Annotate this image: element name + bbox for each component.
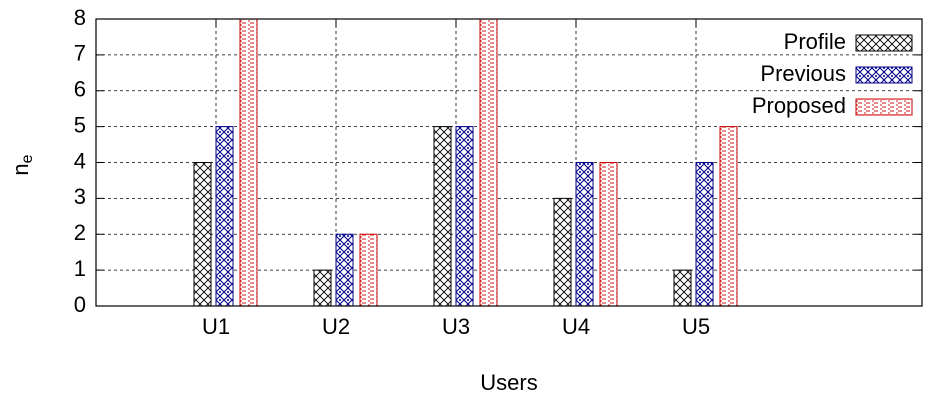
legend-label: Profile: [784, 29, 846, 54]
legend-label: Previous: [760, 61, 846, 86]
legend-label: Proposed: [752, 93, 846, 118]
y-axis-label-subscript: e: [19, 154, 36, 163]
y-tick-label: 7: [74, 41, 86, 66]
bar: [433, 126, 452, 307]
x-tick-label: U4: [562, 314, 590, 339]
x-axis-label: Users: [480, 370, 537, 395]
y-tick-label: 1: [74, 256, 86, 281]
bar: [599, 162, 618, 307]
x-tick-label: U5: [682, 314, 710, 339]
y-tick-label: 2: [74, 220, 86, 245]
y-axis-label-main: n: [8, 163, 33, 175]
bar: [193, 162, 212, 307]
y-tick-label: 0: [74, 292, 86, 317]
x-tick-label: U1: [202, 314, 230, 339]
y-tick-label: 3: [74, 184, 86, 209]
bar: [479, 18, 498, 307]
bar: [359, 233, 378, 307]
bar: [239, 18, 258, 307]
y-axis-label: ne: [8, 154, 36, 175]
y-tick-label: 8: [74, 5, 86, 30]
x-tick-label: U3: [442, 314, 470, 339]
bar: [455, 126, 474, 307]
legend-swatch: [855, 66, 913, 84]
y-tick-label: 5: [74, 112, 86, 137]
x-tick-label: U2: [322, 314, 350, 339]
y-tick-label: 4: [74, 148, 86, 173]
bar: [215, 126, 234, 307]
plot-border: [95, 18, 923, 307]
bar: [673, 269, 692, 307]
bar: [335, 233, 354, 307]
bar: [313, 269, 332, 307]
y-tick-label: 6: [74, 77, 86, 102]
legend-swatch: [855, 34, 913, 52]
legend-swatch: [855, 98, 913, 116]
bar: [553, 197, 572, 307]
bar: [695, 162, 714, 307]
bar: [575, 162, 594, 307]
bar: [719, 126, 738, 307]
